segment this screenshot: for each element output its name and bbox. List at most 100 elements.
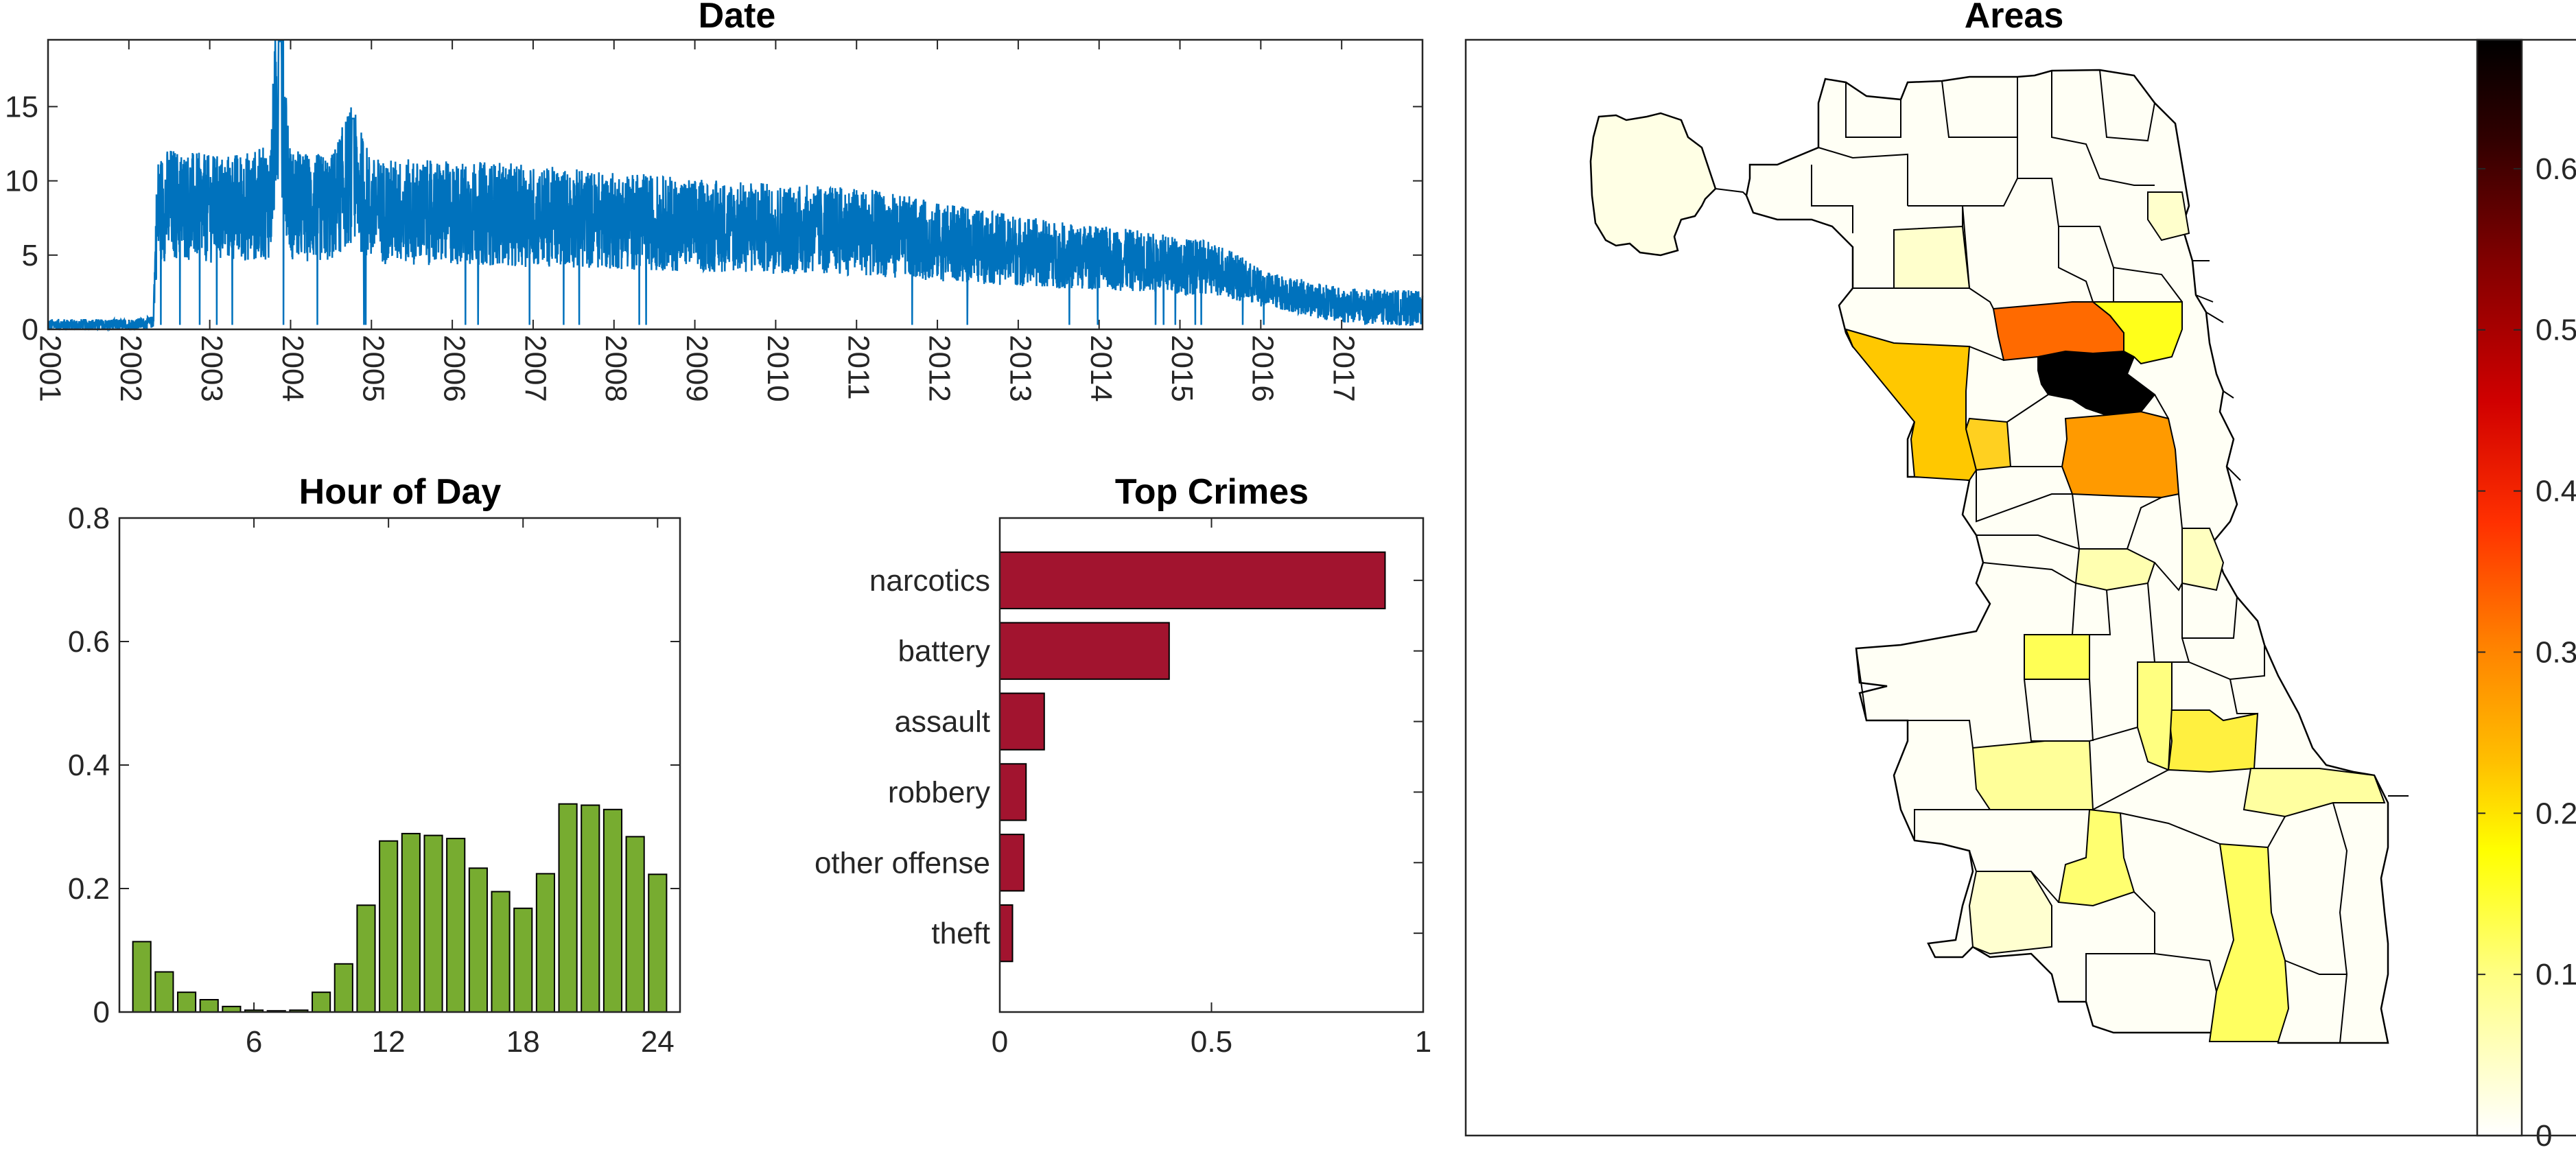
map-area-mid-light-2 xyxy=(2181,528,2225,591)
date-xtick-label: 2017 xyxy=(1327,335,1361,402)
crime-category-label: assault xyxy=(895,705,990,739)
hour-bar xyxy=(356,904,376,1013)
hour-bar xyxy=(401,832,421,1013)
crime-category-label: narcotics xyxy=(869,564,990,598)
colorbar-tick-label: 0.5 xyxy=(2536,314,2576,347)
hour-bar xyxy=(558,803,578,1013)
date-series-line xyxy=(47,39,1424,332)
hour-ytick-label: 0.2 xyxy=(68,872,110,906)
hour-bar xyxy=(154,971,174,1013)
map-area-north-light xyxy=(1893,225,1971,289)
map-area-lakefront-light xyxy=(2147,191,2190,242)
hour-chart: Hour of Day 0 0.2 0.4 0.6 0.8 6 12 18 24 xyxy=(68,472,681,1059)
hour-ytick-label: 0 xyxy=(93,996,110,1029)
map-area-west-gold-small xyxy=(1965,417,2012,471)
hour-bar xyxy=(535,873,555,1013)
hour-bars xyxy=(132,803,668,1013)
date-xtick-label: 2006 xyxy=(437,335,471,402)
date-xtick-label: 2008 xyxy=(599,335,633,402)
date-xtick-label: 2003 xyxy=(195,335,229,402)
date-xtick-label: 2013 xyxy=(1003,335,1037,402)
hour-bar xyxy=(581,804,600,1013)
date-xtick-label: 2010 xyxy=(761,335,795,402)
hour-chart-title: Hour of Day xyxy=(299,472,502,512)
crimes-chart-frame xyxy=(998,517,1425,1013)
date-xtick-label: 2002 xyxy=(114,335,148,402)
map-colorbar: 0 0.1 0.2 0.3 0.4 0.5 0.6 xyxy=(2476,38,2576,1152)
hour-bar xyxy=(312,991,331,1013)
date-chart: Date 0 5 10 15 2001 2002 2003 2004 2005 2006 2007 2… xyxy=(5,0,1424,402)
hour-xtick-label: 6 xyxy=(246,1025,262,1059)
date-ytick-label: 15 xyxy=(5,90,38,124)
colorbar-tick-label: 0.3 xyxy=(2536,635,2576,669)
map-area-north-yellow xyxy=(2091,301,2183,365)
date-chart-frame xyxy=(47,38,1424,331)
crime-xtick-label: 1 xyxy=(1415,1025,1431,1059)
date-ytick-label: 5 xyxy=(22,239,38,272)
areas-map-title: Areas xyxy=(1965,0,2064,36)
colorbar-gradient xyxy=(2477,40,2522,1136)
date-ytick-label: 0 xyxy=(22,313,38,346)
crimes-chart-title: Top Crimes xyxy=(1115,472,1309,512)
hour-bar xyxy=(648,873,668,1013)
areas-map-frame xyxy=(1464,38,2576,1137)
map-area-south-yellow-3 xyxy=(2208,843,2290,1042)
map-area-boundaries xyxy=(1715,69,2409,1044)
colorbar-tick-label: 0 xyxy=(2536,1119,2552,1152)
colorbar-tick-label: 0.6 xyxy=(2536,152,2576,186)
hour-bar xyxy=(513,907,533,1013)
colorbar-tick-label: 0.1 xyxy=(2536,958,2576,991)
map-area-far-west-gold xyxy=(1845,328,1978,482)
colorbar-tick-label: 0.4 xyxy=(2536,475,2576,508)
crimes-chart-ticks: 0 0.5 1 narcotics battery assault robbery other… xyxy=(815,518,1431,1059)
crime-bar xyxy=(999,834,1025,892)
crime-category-label: robbery xyxy=(888,775,990,809)
hour-chart-ticks: 0 0.2 0.4 0.6 0.8 6 12 18 24 xyxy=(68,502,680,1059)
hour-bar xyxy=(132,941,152,1013)
map-area-east-yellow xyxy=(2243,768,2386,818)
date-ytick-label: 10 xyxy=(5,165,38,198)
date-xtick-label: 2001 xyxy=(33,335,67,402)
map-area-far-south-light xyxy=(1968,871,2052,955)
hour-ytick-label: 0.6 xyxy=(68,625,110,659)
hour-xtick-label: 12 xyxy=(372,1025,406,1059)
hour-bar xyxy=(333,963,353,1013)
map-area-north-orange xyxy=(1992,301,2124,362)
hour-bar xyxy=(602,808,623,1013)
date-chart-title: Date xyxy=(699,0,776,36)
colorbar-frame xyxy=(2476,38,2523,1137)
map-area-southwest-yellow xyxy=(2057,808,2135,907)
crime-category-label: theft xyxy=(931,917,990,950)
hour-bar xyxy=(446,838,466,1013)
date-xtick-label: 2014 xyxy=(1084,335,1118,402)
crime-xtick-label: 0.5 xyxy=(1191,1025,1232,1059)
hour-bar xyxy=(491,891,511,1013)
hour-ytick-label: 0.8 xyxy=(68,502,110,535)
crime-category-label: battery xyxy=(898,635,990,668)
crime-category-label: other offense xyxy=(815,846,990,880)
date-xtick-label: 2009 xyxy=(680,335,714,402)
hour-bar xyxy=(379,840,399,1013)
date-xtick-label: 2015 xyxy=(1165,335,1199,402)
map-area-west-side-orange xyxy=(2061,410,2180,499)
crime-bar xyxy=(999,692,1045,751)
map-area-northwest xyxy=(1589,112,1717,257)
date-xtick-label: 2012 xyxy=(922,335,956,402)
date-xtick-label: 2007 xyxy=(518,335,552,402)
colorbar-tick-label: 0.2 xyxy=(2536,797,2576,830)
date-xtick-label: 2016 xyxy=(1246,335,1280,402)
date-xtick-label: 2011 xyxy=(842,335,876,400)
date-xtick-label: 2005 xyxy=(357,335,390,402)
hour-xtick-label: 18 xyxy=(506,1025,540,1059)
crimes-chart: Top Crimes 0 0.5 1 narcotics battery assault r… xyxy=(815,472,1431,1059)
hour-xtick-label: 24 xyxy=(641,1025,675,1059)
areas-map-chart: Areas xyxy=(1464,0,2576,1152)
crime-bar xyxy=(999,622,1170,680)
crime-bar xyxy=(999,904,1014,963)
hour-bar xyxy=(199,999,219,1013)
crime-bar xyxy=(999,763,1027,821)
hour-bar xyxy=(468,867,488,1013)
hour-ytick-label: 0.4 xyxy=(68,749,110,782)
hour-chart-frame xyxy=(118,517,681,1013)
